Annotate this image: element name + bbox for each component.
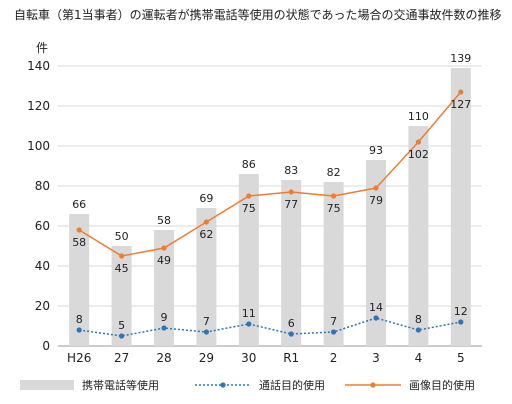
data-point [331, 193, 337, 199]
line-value-label: 127 [450, 98, 471, 111]
data-labels: 66 50 58 69 86 83 82 93 110 139 8 5 9 7 11 6 7 14 8 12 58 45 4… [72, 52, 471, 332]
bar [366, 160, 386, 346]
bar-value-label: 86 [242, 158, 256, 171]
y-tick-label: 20 [35, 299, 50, 313]
data-point [161, 245, 167, 251]
bar [238, 174, 259, 346]
bar [196, 208, 217, 346]
line-value-label: 9 [161, 311, 168, 324]
x-tick-label: 5 [457, 351, 465, 365]
line-value-label: 8 [415, 313, 422, 326]
line-value-label: 62 [199, 228, 213, 241]
data-point [331, 329, 337, 335]
y-tick-label: 0 [42, 339, 50, 353]
data-point [161, 325, 167, 331]
bar [323, 182, 344, 346]
legend-label: 画像目的使用 [409, 378, 475, 392]
line-value-label: 75 [327, 202, 341, 215]
x-tick-label: 3 [372, 351, 380, 365]
x-tick-label: 30 [241, 351, 256, 365]
bar-value-label: 82 [327, 166, 341, 179]
data-point [76, 327, 82, 333]
line-value-label: 11 [242, 307, 256, 320]
line-value-label: 6 [288, 317, 295, 330]
legend: 携帯電話等使用 通話目的使用 画像目的使用 [20, 378, 475, 392]
legend-label: 通話目的使用 [259, 378, 325, 392]
data-point [288, 331, 294, 337]
line-value-label: 79 [369, 194, 383, 207]
data-point [246, 321, 252, 327]
data-point [203, 329, 209, 335]
legend-label: 携帯電話等使用 [82, 378, 159, 392]
y-tick-label: 80 [35, 179, 50, 193]
line-value-label: 49 [157, 254, 171, 267]
x-tick-label: 28 [156, 351, 171, 365]
line-value-label: 7 [203, 315, 210, 328]
bar [69, 214, 90, 346]
data-point [458, 89, 464, 95]
x-tick-label: R1 [283, 351, 299, 365]
bar-value-label: 139 [450, 52, 471, 65]
bar-value-label: 66 [72, 198, 86, 211]
data-point [246, 193, 252, 199]
bar [408, 126, 429, 346]
data-point [373, 185, 379, 191]
series-line [79, 317, 461, 337]
data-point [203, 219, 209, 225]
bar-value-label: 50 [115, 230, 129, 243]
data-point [76, 227, 82, 233]
x-tick-label: H26 [67, 351, 91, 365]
bar-value-label: 69 [199, 192, 213, 205]
bar-value-label: 58 [157, 214, 171, 227]
x-tick-label: 2 [330, 351, 338, 365]
line-series [76, 89, 464, 339]
x-tick-label: 29 [199, 351, 214, 365]
data-point [373, 315, 379, 321]
bar [111, 246, 132, 346]
bar-series [69, 68, 471, 346]
line-value-label: 12 [454, 305, 468, 318]
legend-marker [370, 382, 376, 388]
line-value-label: 14 [369, 301, 383, 314]
data-point [119, 333, 125, 339]
line-value-label: 5 [118, 319, 125, 332]
y-axis-ticks: 0 20 40 60 80 100 120 140 [27, 59, 50, 353]
y-tick-label: 120 [27, 99, 50, 113]
bar [281, 180, 302, 346]
y-tick-label: 60 [35, 219, 50, 233]
line-value-label: 8 [76, 313, 83, 326]
x-tick-label: 27 [114, 351, 129, 365]
line-value-label: 58 [72, 236, 86, 249]
bar-value-label: 110 [408, 110, 429, 123]
y-tick-label: 140 [27, 59, 50, 73]
data-point [415, 139, 421, 145]
line-value-label: 7 [330, 315, 337, 328]
data-point [119, 253, 125, 259]
data-point [415, 327, 421, 333]
line-value-label: 102 [408, 148, 429, 161]
bar-value-label: 83 [284, 164, 298, 177]
chart-title: 自転車（第1当事者）の運転者が携帯電話等使用の状態であった場合の交通事故件数の推… [14, 7, 502, 22]
line-value-label: 75 [242, 202, 256, 215]
y-tick-label: 100 [27, 139, 50, 153]
bar [154, 230, 174, 346]
series-line [78, 91, 462, 257]
x-tick-label: 4 [415, 351, 423, 365]
data-point [458, 319, 464, 325]
line-value-label: 77 [284, 198, 298, 211]
line-value-label: 45 [115, 262, 129, 275]
bar-value-label: 93 [369, 144, 383, 157]
x-axis-ticks: H26 27 28 29 30 R1 2 3 4 5 [67, 351, 465, 365]
data-point [288, 189, 294, 195]
legend-marker [220, 382, 226, 388]
y-tick-label: 40 [35, 259, 50, 273]
bar [450, 68, 471, 346]
y-axis-unit: 件 [36, 41, 48, 55]
legend-swatch [20, 380, 74, 390]
